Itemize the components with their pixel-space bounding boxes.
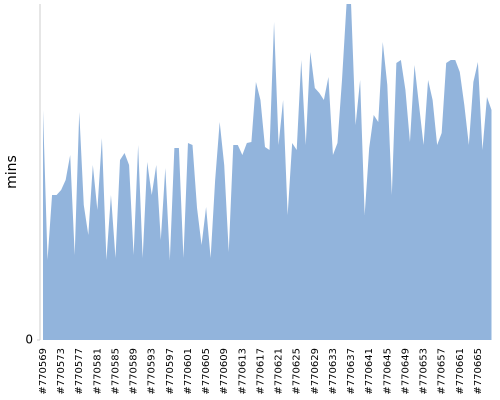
- x-tick-label: #770589: [129, 348, 140, 395]
- x-tick-label: #770629: [310, 348, 321, 395]
- x-tick-label: #770637: [346, 348, 357, 395]
- x-tick-label: #770617: [255, 348, 266, 395]
- x-tick-label: #770653: [419, 348, 430, 395]
- area: [43, 4, 492, 340]
- x-tick-label: #770569: [38, 348, 49, 395]
- x-tick-label: #770577: [74, 348, 85, 395]
- x-tick-label: #770641: [364, 348, 375, 395]
- y-axis-label: mins: [4, 155, 20, 189]
- x-tick-label: #770613: [237, 348, 248, 395]
- x-tick-label: #770585: [110, 348, 121, 395]
- x-tick-label: #770645: [382, 348, 393, 395]
- x-tick-label: #770601: [183, 348, 194, 395]
- x-tick-label: #770649: [400, 348, 411, 395]
- x-tick-label: #770625: [292, 348, 303, 395]
- x-tick-label: #770593: [147, 348, 158, 395]
- x-tick-label: #770609: [219, 348, 230, 395]
- x-tick-label: #770621: [274, 348, 285, 395]
- x-tick-label: #770665: [473, 348, 484, 395]
- x-tick-label: #770657: [437, 348, 448, 395]
- x-tick-label: #770581: [92, 348, 103, 395]
- x-tick-label: #770573: [56, 348, 67, 395]
- x-tick-label: #770605: [201, 348, 212, 395]
- x-tick-label: #770661: [455, 348, 466, 395]
- y-tick-label: 0: [25, 333, 33, 347]
- x-tick-label: #770597: [165, 348, 176, 395]
- x-tick-label: #770633: [328, 348, 339, 395]
